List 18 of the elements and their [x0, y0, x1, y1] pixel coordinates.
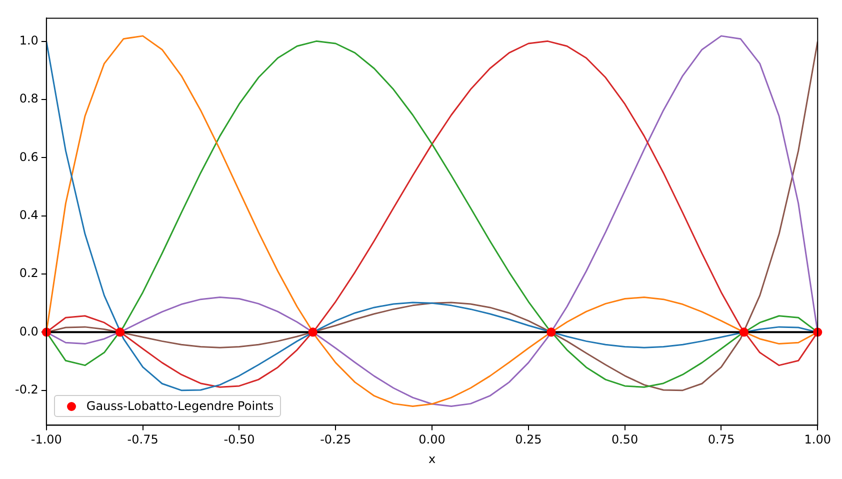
- x-axis-title: x: [428, 452, 436, 466]
- y-tick-label: 0.4: [19, 208, 38, 222]
- y-tick-label: 0.6: [19, 150, 38, 164]
- y-tick-label: 0.0: [19, 324, 38, 338]
- x-tick-label: -0.50: [224, 432, 255, 447]
- y-tick-label: 0.8: [19, 92, 38, 106]
- x-tick-label: 0.50: [611, 432, 638, 447]
- x-tick-label: -1.00: [30, 432, 62, 447]
- y-tick-label: 1.0: [19, 34, 38, 48]
- legend-label: Gauss-Lobatto-Legendre Points: [86, 399, 274, 414]
- x-tick-label: 0.25: [515, 432, 542, 447]
- y-tick-label: -0.2: [14, 382, 38, 396]
- y-tick-label: 0.2: [19, 266, 38, 280]
- x-tick-label: 0.00: [418, 432, 446, 447]
- x-tick-label: 1.00: [804, 432, 831, 447]
- x-tick-label: -0.75: [127, 432, 158, 447]
- x-tick-label: -0.25: [320, 432, 352, 447]
- x-tick-label: 0.75: [708, 432, 735, 447]
